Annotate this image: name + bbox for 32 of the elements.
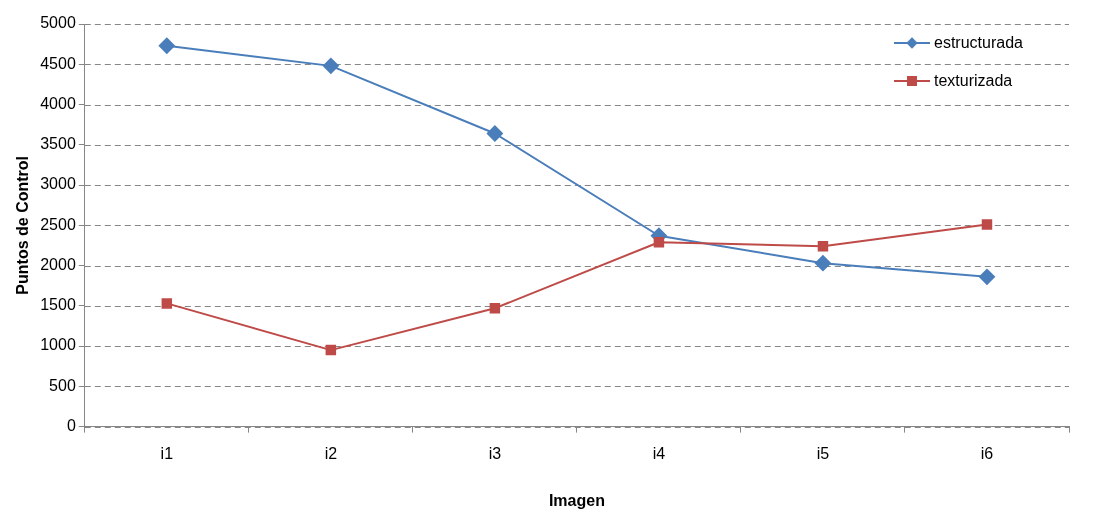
y-tick-label: 1500 [40, 296, 76, 314]
point [981, 219, 993, 230]
y-axis-title: Puntos de Control [14, 155, 32, 295]
y-tick-label: 2000 [40, 255, 76, 273]
legend-label: texturizada [934, 72, 1013, 90]
x-axis-title: Imagen [548, 491, 605, 509]
point [489, 302, 501, 314]
point [325, 344, 337, 356]
x-tick-label: i4 [652, 444, 666, 462]
y-tick-label: 2500 [40, 215, 76, 233]
point [978, 268, 995, 285]
point [161, 298, 173, 309]
y-tick-label: 0 [66, 417, 76, 435]
point [322, 57, 339, 74]
point [486, 125, 503, 142]
y-tick-label: 500 [49, 376, 76, 394]
y-tick-label: 4500 [40, 54, 76, 72]
point [158, 37, 175, 54]
x-tick-label: i5 [816, 444, 830, 462]
legend-label: estructurada [934, 34, 1023, 52]
point [653, 236, 665, 248]
y-tick-label: 5000 [40, 14, 76, 32]
x-tick-label: i2 [324, 444, 338, 462]
y-tick-label: 3000 [40, 175, 76, 193]
x-tick-label: i6 [980, 444, 994, 462]
point [814, 255, 831, 272]
x-tick-label: i1 [160, 444, 174, 462]
point [817, 240, 829, 252]
y-tick-label: 1000 [40, 336, 76, 354]
x-tick-label: i3 [488, 444, 502, 462]
y-tick-label: 4000 [40, 94, 76, 112]
y-tick-label: 3500 [40, 135, 76, 153]
